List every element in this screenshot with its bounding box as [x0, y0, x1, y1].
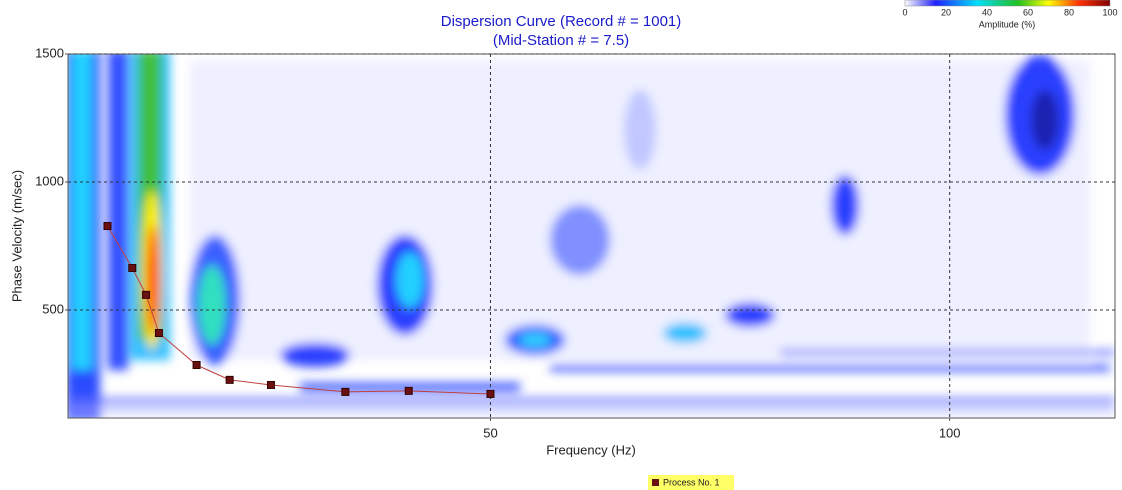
- x-tick-label: 100: [939, 425, 961, 440]
- heat-blob: [1031, 90, 1059, 150]
- colorbar-tick-label: 60: [1023, 7, 1033, 17]
- legend: [648, 475, 734, 490]
- x-tick-label: 50: [483, 425, 497, 440]
- heat-blob: [550, 205, 610, 275]
- heat-band: [70, 398, 1115, 403]
- colorbar-tick-label: 20: [941, 7, 951, 17]
- series-line: [107, 225, 491, 395]
- colorbar-tick-label: 80: [1064, 7, 1074, 17]
- chart-subtitle: (Mid-Station # = 7.5): [493, 32, 629, 49]
- y-tick-label: 500: [42, 301, 64, 316]
- heatmap: [68, 54, 1115, 418]
- y-tick-label: 1000: [35, 173, 64, 188]
- heat-blob: [198, 265, 226, 345]
- heat-blob: [108, 54, 128, 370]
- data-point: [225, 375, 234, 384]
- heat-blob: [725, 303, 775, 327]
- colorbar-label: Amplitude (%): [979, 19, 1036, 29]
- data-point: [154, 329, 163, 338]
- data-point: [103, 222, 112, 231]
- heat-band: [780, 350, 1115, 355]
- colorbar-tick-label: 100: [1102, 7, 1117, 17]
- data-point: [192, 361, 201, 370]
- heat-blob: [280, 343, 350, 367]
- heat-blob: [396, 252, 424, 308]
- colorbar-tick-label: 0: [902, 7, 907, 17]
- data-point: [486, 389, 495, 398]
- colorbar-tick-label: 40: [982, 7, 992, 17]
- heat-blob: [72, 54, 92, 370]
- heat-blob: [624, 90, 656, 170]
- heat-blob: [519, 333, 551, 347]
- heat-blob: [147, 225, 159, 335]
- heat-blob: [831, 175, 859, 235]
- heat-band: [70, 408, 1115, 412]
- y-tick-label: 1500: [35, 45, 64, 60]
- heatmap-blobs: [68, 54, 1115, 418]
- data-point: [341, 387, 350, 396]
- heat-band: [550, 365, 1110, 371]
- colorbar: [904, 0, 1111, 7]
- heat-blob: [663, 323, 707, 343]
- legend-marker: [652, 479, 659, 486]
- chart-title: Dispersion Curve (Record # = 1001): [441, 13, 682, 30]
- data-point: [404, 386, 413, 395]
- y-axis-label: Phase Velocity (m/sec): [9, 170, 24, 302]
- data-point: [142, 290, 151, 299]
- data-point: [266, 380, 275, 389]
- data-point: [128, 263, 137, 272]
- x-axis-label: Frequency (Hz): [546, 442, 636, 457]
- legend-label: Process No. 1: [663, 477, 720, 487]
